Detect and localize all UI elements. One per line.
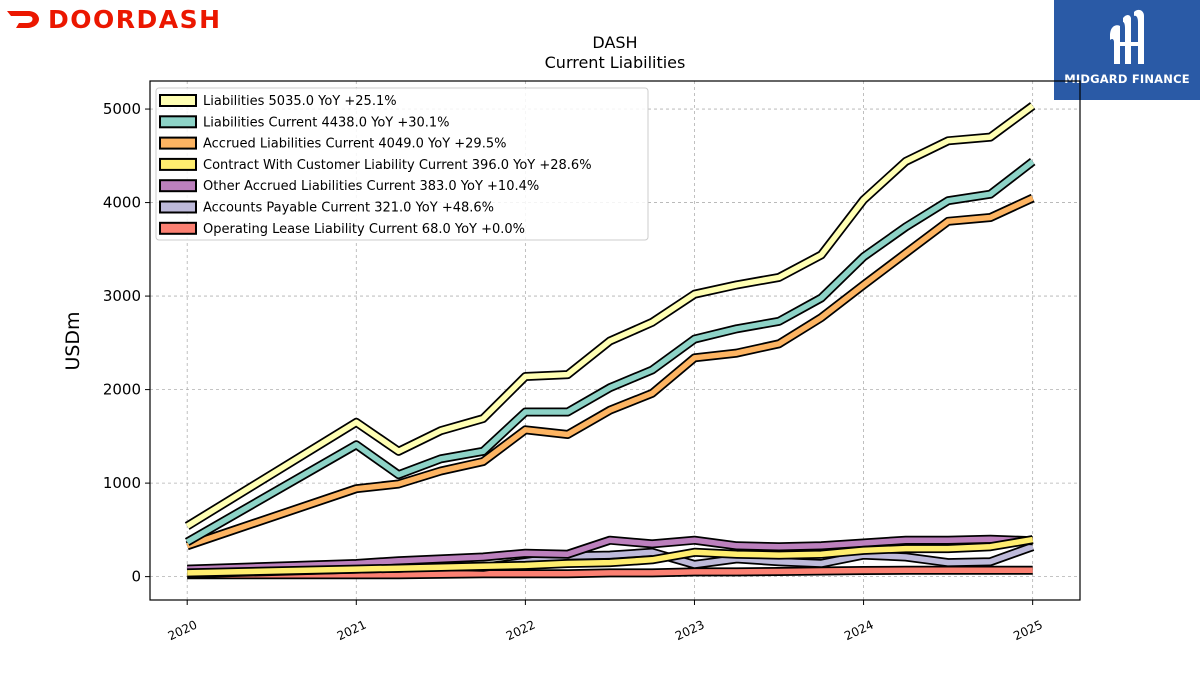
y-axis-label: USDm — [62, 311, 84, 370]
series-liabilities — [184, 102, 1036, 530]
legend-label: Accounts Payable Current 321.0 YoY +48.6… — [203, 201, 494, 216]
y-tick-label: 4000 — [103, 194, 141, 212]
legend-item: Liabilities Current 4438.0 YoY +30.1% — [159, 115, 450, 130]
x-tick-label: 2021 — [335, 618, 369, 644]
legend-swatch — [159, 136, 197, 150]
y-tick-label: 2000 — [103, 381, 141, 399]
legend-swatch — [159, 200, 197, 214]
x-tick-label: 2025 — [1011, 618, 1045, 644]
x-tick-label: 2022 — [504, 618, 538, 644]
legend-label: Operating Lease Liability Current 68.0 Y… — [203, 222, 525, 237]
y-tick-label: 5000 — [103, 100, 141, 118]
legend-swatch — [159, 179, 197, 193]
series-layer — [184, 102, 1036, 580]
series-line — [185, 159, 1035, 545]
x-axis: 2020 2021 2022 2023 2024 2025 — [166, 600, 1045, 643]
legend: Liabilities 5035.0 YoY +25.1% Liabilities… — [155, 87, 649, 241]
x-tick-label: 2023 — [673, 618, 707, 644]
series-line — [186, 195, 1034, 549]
legend-swatch — [159, 221, 197, 235]
series-liabilities-current — [184, 158, 1036, 546]
legend-label: Contract With Customer Liability Current… — [203, 158, 592, 173]
legend-item: Accounts Payable Current 321.0 YoY +48.6… — [159, 200, 494, 216]
x-tick-label: 2020 — [166, 618, 200, 644]
midgard-finance-badge: MIDGARD FINANCE — [1054, 0, 1200, 100]
doordash-dash-icon — [7, 11, 39, 28]
chart-subtitle: Current Liabilities — [545, 53, 686, 72]
series-operating-lease-liability-current — [187, 565, 1033, 580]
y-tick-label: 1000 — [103, 474, 141, 492]
y-tick-label: 0 — [131, 568, 141, 586]
legend-label: Liabilities Current 4438.0 YoY +30.1% — [203, 115, 450, 130]
chart-title: DASH — [592, 33, 637, 52]
series-line — [185, 103, 1035, 529]
x-tick-label: 2024 — [842, 618, 876, 644]
badge-name: MIDGARD FINANCE — [1064, 72, 1190, 86]
legend-swatch — [159, 157, 197, 171]
legend-item: Other Accrued Liabilities Current 383.0 … — [159, 179, 539, 194]
legend-swatch — [159, 115, 197, 129]
legend-item: Operating Lease Liability Current 68.0 Y… — [159, 221, 525, 237]
legend-item: Accrued Liabilities Current 4049.0 YoY +… — [159, 136, 506, 152]
legend-swatch — [159, 94, 197, 107]
legend-item: Liabilities 5035.0 YoY +25.1% — [159, 94, 397, 109]
brand-name: DOORDASH — [48, 4, 222, 34]
doordash-logo: DOORDASH — [6, 4, 222, 34]
legend-box — [155, 87, 649, 241]
legend-label: Liabilities 5035.0 YoY +25.1% — [203, 94, 397, 109]
series-contract-with-customer-liability-current — [187, 535, 1034, 578]
series-line — [187, 567, 1033, 578]
y-axis: 0 1000 2000 3000 4000 5000 — [103, 100, 150, 586]
legend-label: Accrued Liabilities Current 4049.0 YoY +… — [203, 137, 506, 152]
y-tick-label: 3000 — [103, 287, 141, 305]
series-accrued-liabilities-current — [185, 193, 1035, 551]
legend-label: Other Accrued Liabilities Current 383.0 … — [203, 179, 539, 194]
legend-item: Contract With Customer Liability Current… — [159, 157, 592, 173]
series-line — [187, 536, 1033, 572]
midgard-emblem-icon — [1110, 9, 1144, 64]
plot-frame — [149, 80, 1081, 601]
series-line — [187, 536, 1034, 576]
series-other-accrued-liabilities-current — [187, 534, 1033, 574]
